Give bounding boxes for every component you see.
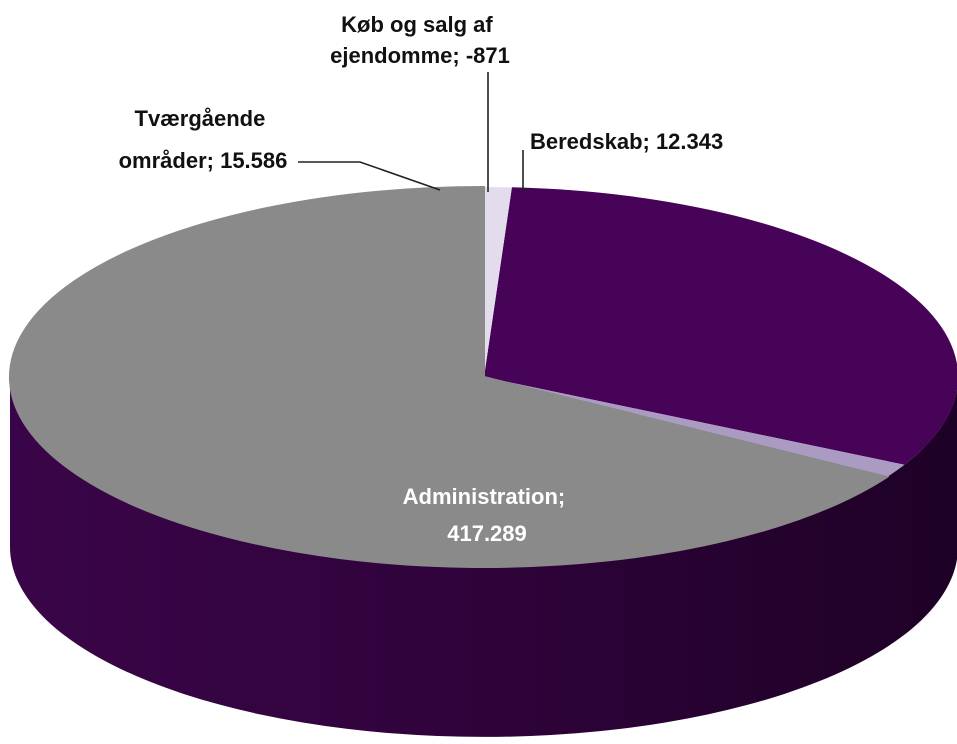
leader-line-tvaergaaende [298,161,441,191]
data-label-koeb: Køb og salg af ejendomme; -871 [330,12,510,68]
pie-slice-beredskab[interactable] [484,186,512,377]
pie-slice-koeb-og-salg-af-ejendomme[interactable] [8,185,890,568]
data-label-tvaergaaende: Tværgående områder; 15.586 [119,106,288,173]
data-label-administration: Administration; 417.289 [403,484,572,546]
pie-side-wall [10,377,957,737]
pie-slice-administration[interactable] [484,187,957,465]
pie-slice-tvaergaaende-omraader[interactable] [484,377,905,477]
data-label-beredskab: Beredskab; 12.343 [530,129,723,154]
